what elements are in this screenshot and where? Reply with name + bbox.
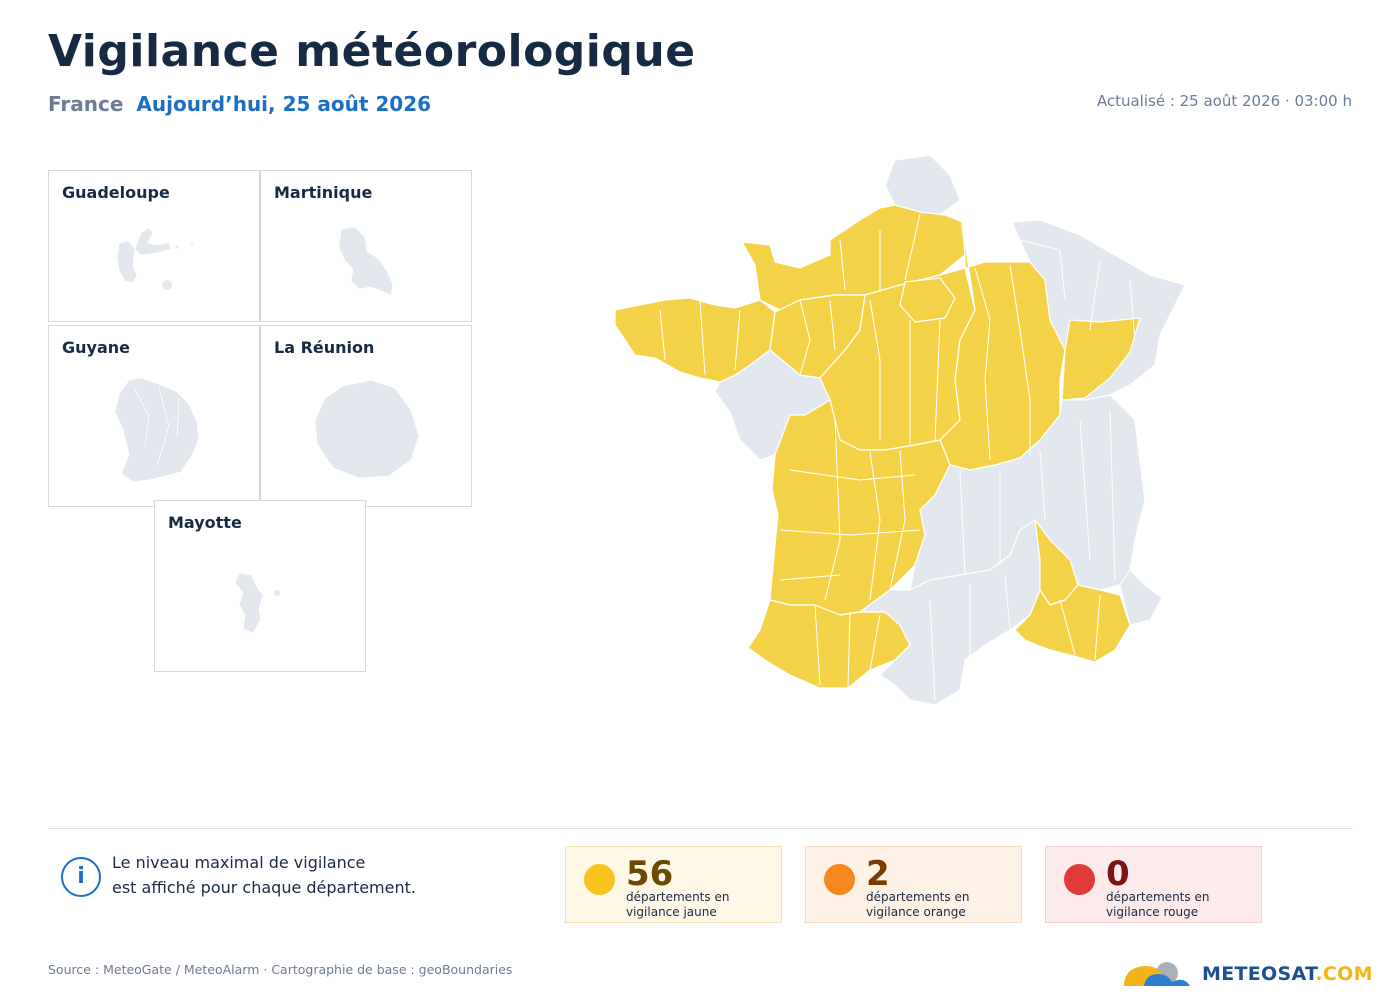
brand-logo[interactable]: METEOSAT.COM <box>1122 958 1372 988</box>
inset-martinique[interactable]: Martinique <box>260 170 472 322</box>
france-map[interactable] <box>600 150 1200 790</box>
summary-description: départements en vigilance orange <box>866 890 970 919</box>
department-borders <box>659 213 1136 701</box>
martinique-map <box>338 226 394 296</box>
summary-card-red: 0 départements en vigilance rouge <box>1045 846 1262 923</box>
inset-label: La Réunion <box>274 338 375 357</box>
divider <box>48 828 1353 829</box>
page-subtitle: France Aujourd’hui, 25 août 2026 <box>48 92 431 116</box>
la-reunion-map <box>314 379 420 479</box>
inset-mayotte[interactable]: Mayotte <box>154 500 366 672</box>
update-timestamp: Actualisé : 25 août 2026 · 03:00 h <box>1096 92 1352 110</box>
summary-count: 56 <box>626 854 674 894</box>
info-text: Le niveau maximal de vigilance est affic… <box>112 850 492 900</box>
red-dot-icon <box>1064 864 1095 895</box>
summary-count: 0 <box>1106 854 1130 894</box>
inset-guadeloupe[interactable]: Guadeloupe <box>48 170 260 322</box>
page-title: Vigilance météorologique <box>48 26 696 77</box>
summary-card-orange: 2 départements en vigilance orange <box>805 846 1022 923</box>
region-ile-de-france[interactable] <box>899 277 956 323</box>
info-line: Le niveau maximal de vigilance <box>112 853 366 872</box>
info-icon: i <box>61 857 101 897</box>
date-label: Aujourd’hui, 25 août 2026 <box>136 92 432 116</box>
sun-cloud-icon <box>1124 962 1190 986</box>
yellow-dot-icon <box>584 864 615 895</box>
region-franche-comte[interactable] <box>1061 317 1141 401</box>
source-note: Source : MeteoGate / MeteoAlarm · Cartog… <box>48 962 513 977</box>
inset-la-reunion[interactable]: La Réunion <box>260 325 472 507</box>
country-label: France <box>48 92 124 116</box>
orange-dot-icon <box>824 864 855 895</box>
inset-label: Martinique <box>274 183 373 202</box>
guyane-map <box>114 377 200 483</box>
summary-count: 2 <box>866 854 890 894</box>
inset-label: Mayotte <box>168 513 242 532</box>
inset-label: Guadeloupe <box>62 183 170 202</box>
summary-card-yellow: 56 départements en vigilance jaune <box>565 846 782 923</box>
inset-label: Guyane <box>62 338 130 357</box>
summary-description: départements en vigilance rouge <box>1106 890 1210 919</box>
mayotte-map <box>234 572 280 634</box>
info-line: est affiché pour chaque département. <box>112 878 416 897</box>
brand-name: METEOSAT.COM <box>1202 963 1373 985</box>
inset-guyane[interactable]: Guyane <box>48 325 260 507</box>
guadeloupe-map <box>116 226 194 290</box>
summary-description: départements en vigilance jaune <box>626 890 730 919</box>
region-alpes-maritimes[interactable] <box>1119 569 1163 626</box>
